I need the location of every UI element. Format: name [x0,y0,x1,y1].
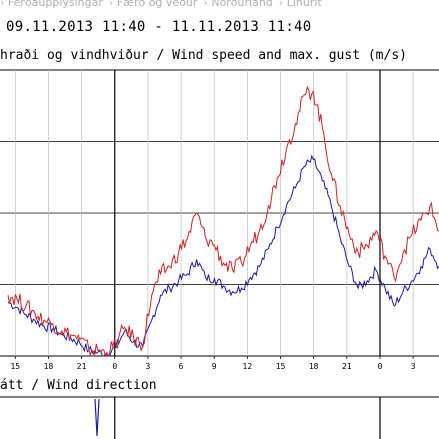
wind-speed-series [7,85,439,358]
breadcrumb-item[interactable]: Ferðaupplýsingar [0,0,103,10]
wind-direction-trace [94,398,100,437]
date-range-label: 09.11.2013 11:40 - 11.11.2013 11:40 [6,19,312,35]
wind-speed-x-ticks: 15 18 21 0 3 6 9 12 15 18 21 0 3 [10,356,416,371]
x-tick-label: 12 [243,362,253,371]
x-tick-label: 15 [10,362,20,371]
wind-speed-chart-title: hraði og vindhviður / Wind speed and max… [0,48,407,63]
x-tick-label: 3 [411,362,416,371]
x-tick-label: 18 [309,362,319,371]
max-gust-line [7,85,439,358]
x-tick-label: 3 [145,362,150,371]
wind-speed-grid [0,69,439,357]
breadcrumb: Ferðaupplýsingar Færð og veður Norðurlan… [0,0,439,10]
x-tick-label: 0 [378,362,383,371]
x-tick-label: 21 [342,362,352,371]
wind-direction-chart-title: átt / Wind direction [0,378,157,393]
x-tick-label: 18 [44,362,54,371]
breadcrumb-item[interactable]: Línurit [279,0,322,10]
wind-direction-grid [0,396,439,439]
wind-direction-marks [94,398,100,437]
x-tick-label: 15 [276,362,286,371]
x-tick-label: 9 [212,362,217,371]
x-tick-label: 0 [112,362,117,371]
wind-speed-line [7,154,439,357]
breadcrumb-item[interactable]: Norðurland [203,0,272,10]
breadcrumb-item[interactable]: Færð og veður [109,0,198,10]
x-tick-label: 21 [77,362,87,371]
x-tick-label: 6 [179,362,184,371]
